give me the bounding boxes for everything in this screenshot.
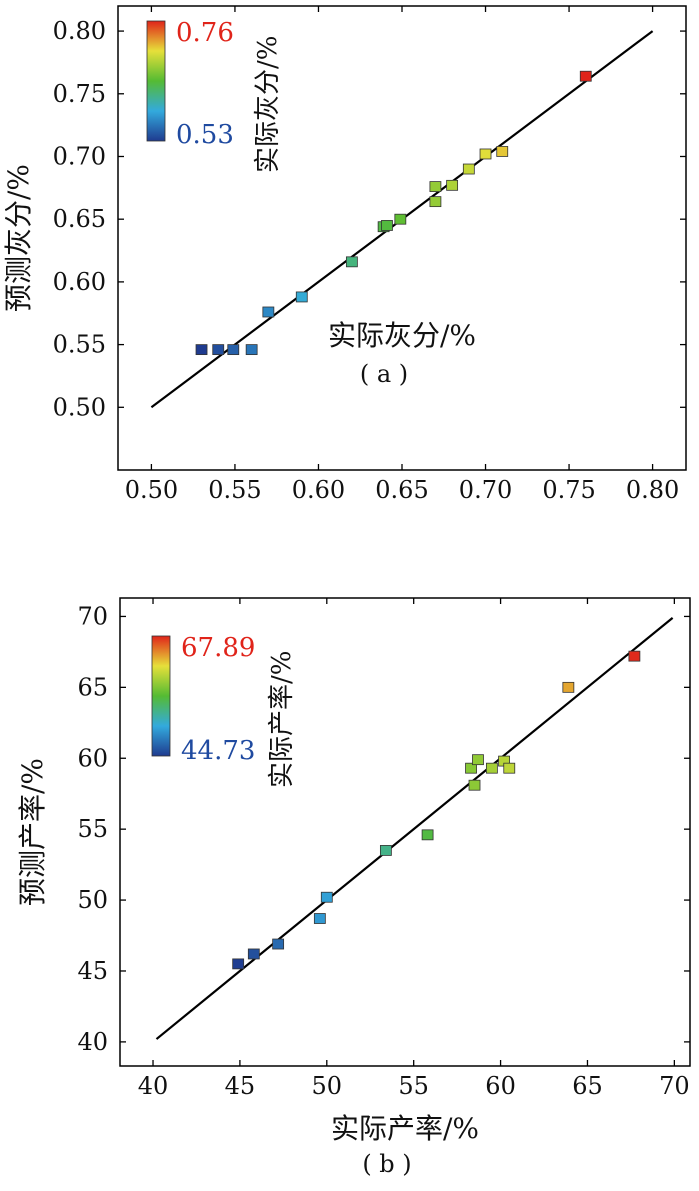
data-point	[421, 829, 434, 841]
y-tick-label: 0.70	[53, 142, 106, 170]
data-point	[562, 681, 575, 693]
plot-frame	[117, 5, 687, 471]
x-axis-label: 实际灰分/%	[328, 319, 476, 352]
x-tick-label: 0.60	[292, 476, 345, 504]
colorbar-max-label: 67.89	[181, 633, 255, 663]
data-point	[472, 754, 484, 766]
data-point	[195, 344, 208, 356]
data-point	[272, 938, 285, 950]
data-point	[579, 70, 592, 82]
colorbar	[146, 20, 166, 142]
fit-line	[155, 617, 674, 1040]
panel-label: ( a )	[360, 360, 408, 388]
data-point	[485, 762, 498, 774]
x-tick-label: 0.70	[459, 476, 512, 504]
y-tick-label: 0.55	[53, 331, 106, 359]
x-tick-label: 50	[312, 1072, 343, 1100]
y-tick-label: 70	[77, 602, 108, 630]
colorbar-label: 实际灰分/%	[253, 36, 283, 173]
y-tick-label: 60	[77, 744, 108, 772]
y-tick-label: 65	[77, 673, 108, 701]
plot-frame	[119, 597, 691, 1067]
data-point	[345, 256, 358, 268]
chart-panel-a: 0.50 0.55 0.60 0.65 0.70 0.75 0.80 0.50 0.55 0.60…	[2, 5, 687, 504]
chart-panel-b: 40 45 50 55 60 65 70 40 45 50 55 60 65 70 67.89 44.73 实际…	[16, 597, 691, 1178]
x-tick-label: 0.80	[626, 476, 679, 504]
data-point	[496, 146, 509, 157]
colorbar	[151, 635, 171, 757]
x-tick-label: 0.75	[542, 476, 595, 504]
x-tick-label: 60	[485, 1072, 516, 1100]
x-tick-label: 0.55	[208, 476, 261, 504]
data-point	[465, 762, 477, 774]
data-point	[394, 213, 407, 225]
data-point	[503, 762, 516, 774]
y-tick-label: 55	[77, 815, 108, 843]
data-point	[262, 306, 275, 318]
x-tick-label: 45	[225, 1072, 256, 1100]
x-tick-label: 0.50	[125, 476, 178, 504]
data-point	[227, 344, 240, 356]
data-point	[628, 650, 641, 662]
panel-label: ( b )	[362, 1150, 411, 1178]
data-point	[232, 958, 245, 970]
data-point	[468, 779, 481, 791]
y-tick-label: 0.65	[53, 205, 106, 233]
data-point	[479, 148, 492, 160]
y-tick-label: 0.50	[53, 393, 106, 421]
x-tick-label: 55	[398, 1072, 429, 1100]
data-point	[313, 913, 326, 924]
y-tick-label: 0.60	[53, 268, 106, 296]
y-tick-label: 45	[77, 957, 108, 985]
y-axis-label: 预测产率/%	[16, 758, 49, 906]
y-tick-label: 50	[77, 886, 108, 914]
data-point	[462, 163, 475, 175]
y-tick-label: 0.75	[53, 80, 106, 108]
data-point	[429, 181, 442, 192]
colorbar-label: 实际产率/%	[267, 651, 297, 788]
data-point	[379, 845, 392, 856]
data-point	[212, 344, 225, 356]
data-point	[446, 179, 459, 191]
data-point	[320, 891, 333, 903]
y-axis-label: 预测灰分/%	[2, 164, 35, 312]
x-tick-label: 0.65	[375, 476, 428, 504]
data-point	[247, 948, 260, 960]
y-tick-label: 0.80	[53, 17, 106, 45]
colorbar-min-label: 0.53	[176, 120, 234, 150]
x-tick-label: 65	[572, 1072, 603, 1100]
data-point	[381, 220, 393, 231]
x-axis-label: 实际产率/%	[331, 1112, 479, 1145]
x-tick-label: 40	[138, 1072, 169, 1100]
colorbar-max-label: 0.76	[176, 18, 234, 48]
colorbar-min-label: 44.73	[181, 736, 255, 766]
y-tick-label: 40	[77, 1028, 108, 1056]
data-point	[295, 291, 308, 303]
x-tick-label: 70	[659, 1072, 690, 1100]
data-point	[429, 196, 442, 208]
data-point	[245, 344, 258, 356]
